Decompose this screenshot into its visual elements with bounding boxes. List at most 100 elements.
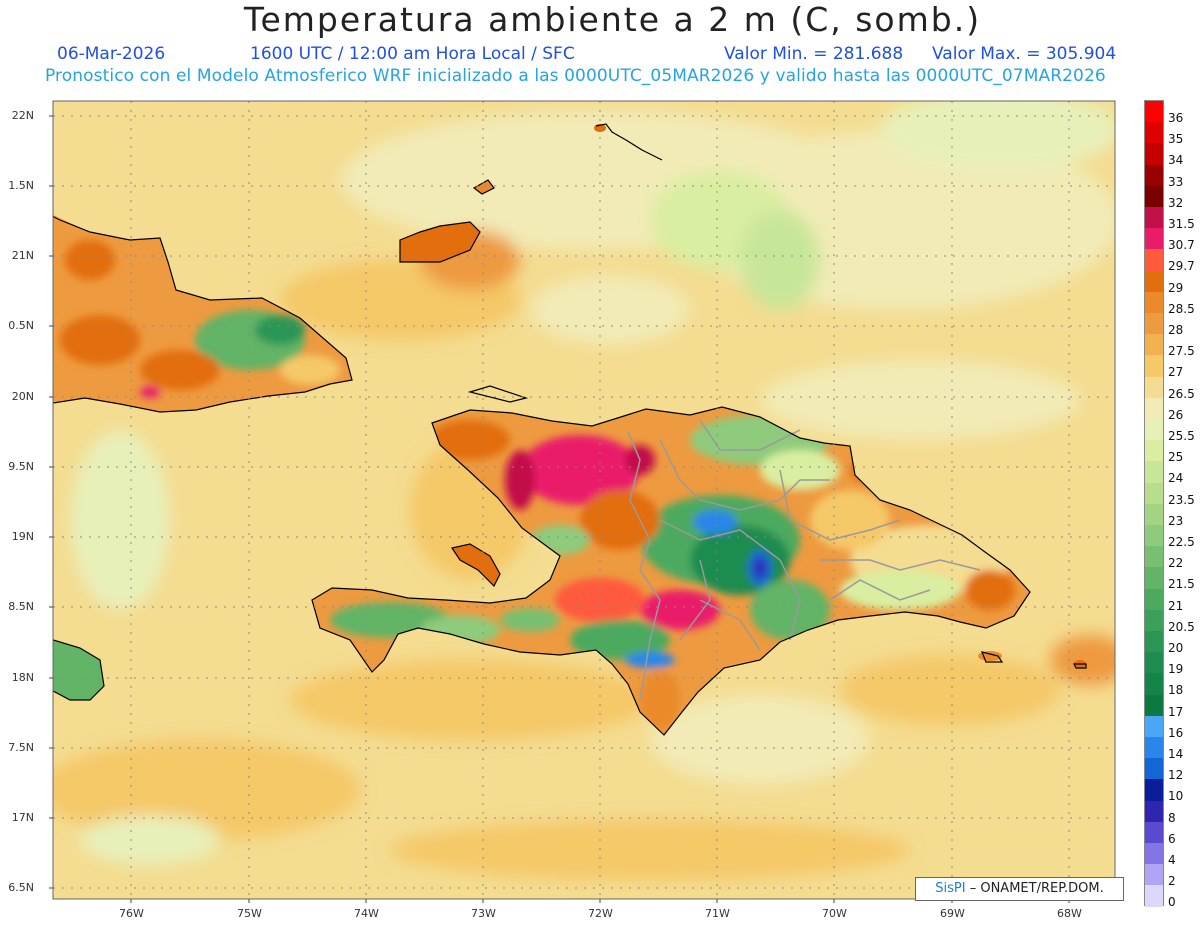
forecast-time: 1600 UTC / 12:00 am Hora Local / SFC	[250, 44, 575, 64]
legend-label: 14	[1168, 747, 1184, 761]
lat-label: 9.5N	[8, 460, 34, 473]
legend-label: 34	[1168, 153, 1184, 168]
legend-swatch	[1145, 800, 1163, 823]
lat-label: 17N	[11, 811, 34, 824]
legend-label: 28	[1168, 323, 1184, 337]
credit-text: – ONAMET/REP.DOM.	[965, 881, 1104, 896]
legend-swatch	[1145, 821, 1163, 844]
legend-label: 23.5	[1168, 492, 1195, 507]
credit-brand: SisPI	[935, 881, 966, 896]
model-info: Pronostico con el Modelo Atmosferico WRF…	[45, 66, 1106, 86]
legend-swatch	[1145, 673, 1163, 696]
legend-swatch	[1145, 207, 1163, 229]
legend-swatch	[1145, 270, 1163, 293]
legend-label: 4	[1168, 853, 1176, 867]
lat-label: 22N	[11, 109, 34, 122]
lon-label: 69W	[940, 907, 965, 920]
legend-swatch	[1145, 546, 1163, 568]
legend-label: 0	[1168, 895, 1176, 910]
gonave-island	[452, 544, 500, 586]
legend-label: 8	[1168, 810, 1176, 825]
lon-label: 76W	[119, 907, 144, 920]
legend-label: 20.5	[1168, 619, 1195, 634]
legend-label: 35	[1168, 132, 1184, 147]
lon-label: 73W	[471, 907, 496, 920]
legend-label: 10	[1168, 789, 1184, 804]
lon-label: 70W	[822, 907, 847, 920]
legend-swatch	[1145, 228, 1163, 250]
legend-swatch	[1145, 588, 1163, 611]
max-value: Valor Max. = 305.904	[932, 44, 1117, 64]
lat-label: 0.5N	[8, 319, 34, 332]
legend-label: 6	[1168, 831, 1176, 846]
legend-swatch	[1145, 609, 1163, 632]
legend-label: 31.5	[1168, 217, 1195, 231]
legend-swatch	[1145, 355, 1163, 378]
legend-label: 23	[1168, 513, 1184, 528]
legend-swatch	[1145, 525, 1163, 547]
legend-label: 30.7	[1168, 238, 1195, 253]
legend-swatch	[1145, 631, 1163, 653]
legend-label: 27.5	[1168, 344, 1195, 359]
legend-swatch	[1145, 397, 1163, 420]
legend-swatch	[1145, 185, 1163, 208]
legend-swatch	[1145, 440, 1163, 462]
legend-label: 32	[1168, 195, 1184, 210]
coastlines	[53, 123, 1087, 736]
lat-label: 18N	[11, 671, 34, 684]
legend-label: 26.5	[1168, 386, 1195, 401]
lat-label: 21N	[11, 249, 34, 262]
legend-label: 28.5	[1168, 301, 1195, 316]
legend-label: 27	[1168, 365, 1184, 380]
legend-swatch	[1145, 164, 1163, 187]
legend-label: 19	[1168, 662, 1184, 677]
lon-label: 74W	[354, 907, 379, 920]
legend-swatch	[1145, 419, 1163, 441]
legend-swatch	[1145, 291, 1163, 314]
lat-label: 6.5N	[8, 881, 34, 894]
lon-label: 68W	[1057, 907, 1082, 920]
legend-swatch	[1145, 758, 1163, 780]
legend-swatch	[1145, 843, 1163, 865]
forecast-date: 06-Mar-2026	[57, 44, 166, 64]
color-legend	[1144, 100, 1164, 908]
legend-label: 21.5	[1168, 577, 1195, 592]
legend-label: 25	[1168, 450, 1184, 465]
legend-label: 21	[1168, 598, 1184, 613]
legend-label: 22.5	[1168, 535, 1195, 549]
legend-label: 22	[1168, 556, 1184, 571]
lat-label: 1.5N	[8, 179, 34, 192]
credit-box: SisPI – ONAMET/REP.DOM.	[915, 877, 1124, 901]
legend-swatch	[1145, 101, 1163, 123]
legend-swatch	[1145, 461, 1163, 484]
legend-swatch	[1145, 652, 1163, 674]
legend-swatch	[1145, 122, 1163, 144]
legend-swatch	[1145, 334, 1163, 356]
lat-label: 7.5N	[8, 741, 34, 754]
legend-swatch	[1145, 143, 1163, 166]
legend-swatch	[1145, 482, 1163, 505]
map-frame-border	[52, 100, 1116, 900]
lon-label: 75W	[237, 907, 262, 920]
lon-label: 71W	[705, 907, 730, 920]
lon-label: 72W	[588, 907, 613, 920]
legend-label: 16	[1168, 725, 1184, 740]
legend-swatch	[1145, 737, 1163, 759]
legend-label: 36	[1168, 111, 1184, 125]
legend-label: 18	[1168, 683, 1184, 698]
legend-swatch	[1145, 885, 1163, 908]
legend-label: 2	[1168, 874, 1176, 889]
legend-label: 17	[1168, 704, 1184, 719]
legend-swatch	[1145, 503, 1163, 526]
legend-label: 26	[1168, 407, 1184, 422]
min-value: Valor Min. = 281.688	[724, 44, 904, 64]
legend-swatch	[1145, 313, 1163, 335]
legend-swatch	[1145, 376, 1163, 399]
legend-label: 33	[1168, 174, 1184, 189]
legend-swatch	[1145, 694, 1163, 717]
legend-label: 29.7	[1168, 259, 1195, 274]
lat-lon-grid	[53, 101, 1115, 899]
legend-label: 25.5	[1168, 429, 1195, 443]
lat-label: 8.5N	[8, 600, 34, 613]
